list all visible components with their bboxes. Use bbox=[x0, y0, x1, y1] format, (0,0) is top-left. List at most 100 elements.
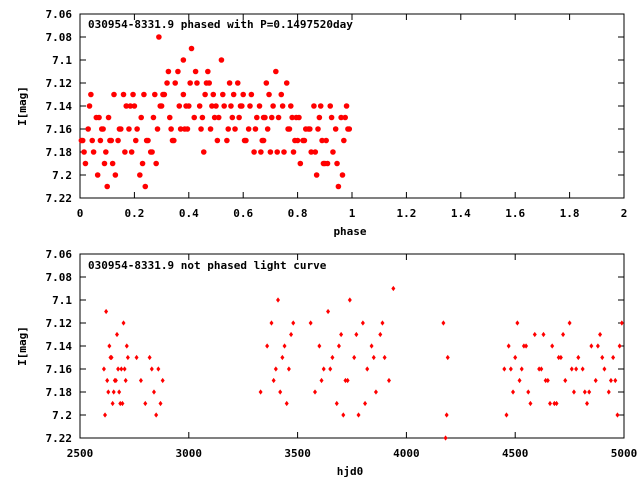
data-point bbox=[89, 137, 96, 144]
data-point bbox=[104, 183, 110, 190]
data-point bbox=[521, 343, 526, 349]
data-point bbox=[569, 366, 574, 372]
data-point bbox=[343, 377, 348, 384]
data-point bbox=[160, 91, 166, 98]
data-point bbox=[258, 149, 264, 155]
data-point bbox=[205, 68, 211, 75]
data-point bbox=[330, 149, 336, 155]
y-tick-label: 7.14 bbox=[46, 100, 73, 113]
x-tick-label: 1.6 bbox=[505, 207, 525, 220]
data-point bbox=[241, 137, 248, 144]
data-point bbox=[382, 354, 387, 361]
data-point bbox=[100, 126, 106, 132]
data-point bbox=[373, 389, 378, 395]
data-point bbox=[347, 297, 352, 303]
data-point bbox=[245, 126, 252, 132]
data-point bbox=[109, 160, 116, 167]
data-point bbox=[186, 103, 192, 109]
data-point bbox=[188, 45, 195, 52]
data-point bbox=[585, 400, 590, 407]
data-point bbox=[265, 343, 270, 349]
x-tick-label: 2500 bbox=[67, 447, 94, 460]
data-point bbox=[328, 366, 333, 372]
data-point bbox=[550, 343, 555, 349]
data-point bbox=[122, 366, 127, 372]
x-tick-label: 4500 bbox=[502, 447, 529, 460]
data-point bbox=[108, 137, 115, 144]
data-point bbox=[615, 412, 620, 418]
data-point bbox=[528, 400, 533, 407]
data-point bbox=[278, 389, 283, 395]
data-point bbox=[307, 126, 313, 132]
data-point bbox=[154, 412, 159, 418]
data-point bbox=[339, 331, 344, 338]
data-point bbox=[332, 126, 339, 132]
data-point bbox=[86, 103, 93, 109]
data-point bbox=[226, 80, 233, 86]
x-tick-label: 1 bbox=[349, 207, 356, 220]
data-point bbox=[391, 285, 396, 292]
data-points bbox=[78, 34, 353, 190]
data-point bbox=[320, 160, 327, 167]
data-point bbox=[109, 354, 114, 361]
data-point bbox=[543, 377, 548, 384]
data-point bbox=[111, 91, 117, 98]
data-point bbox=[342, 114, 349, 121]
data-point bbox=[123, 103, 130, 109]
data-point bbox=[206, 80, 212, 86]
data-point bbox=[311, 103, 317, 109]
data-point bbox=[210, 91, 217, 98]
data-point bbox=[134, 126, 140, 132]
data-point bbox=[280, 354, 285, 361]
y-tick-label: 7.12 bbox=[46, 77, 73, 90]
data-point bbox=[363, 400, 368, 407]
data-point bbox=[220, 91, 226, 98]
data-point bbox=[341, 412, 346, 418]
data-point bbox=[334, 160, 340, 167]
data-point bbox=[321, 366, 326, 372]
data-point bbox=[273, 366, 278, 372]
data-point bbox=[198, 126, 204, 132]
data-point bbox=[297, 160, 304, 167]
data-point bbox=[504, 412, 509, 418]
data-point bbox=[156, 366, 161, 372]
data-point bbox=[138, 377, 143, 384]
data-point bbox=[105, 377, 110, 384]
data-point bbox=[127, 103, 134, 109]
x-tick-label: 1.4 bbox=[451, 207, 471, 220]
data-point bbox=[356, 412, 361, 418]
data-point bbox=[202, 91, 208, 98]
data-point bbox=[85, 126, 91, 132]
data-point bbox=[513, 354, 518, 361]
y-tick-label: 7.16 bbox=[46, 363, 73, 376]
data-point bbox=[123, 377, 128, 384]
plot-frame bbox=[79, 253, 625, 439]
data-point bbox=[281, 149, 287, 155]
y-tick-label: 7.22 bbox=[46, 432, 73, 445]
data-point bbox=[317, 103, 324, 109]
data-point bbox=[156, 34, 162, 40]
axis-ticks: 0 0.2 0.4 0.6 0.8 1 1.2 1.4 1.6 1.8 2 7.06 7.08 7.1 7.… bbox=[46, 8, 628, 220]
data-point bbox=[172, 80, 178, 86]
data-point bbox=[617, 343, 622, 349]
data-point bbox=[524, 343, 529, 349]
data-point bbox=[539, 366, 544, 372]
data-point bbox=[319, 377, 324, 384]
data-point bbox=[224, 137, 230, 144]
data-point bbox=[598, 331, 603, 338]
data-point bbox=[313, 172, 320, 178]
data-point bbox=[276, 297, 281, 303]
y-tick-label: 7.06 bbox=[46, 248, 73, 261]
data-point bbox=[537, 366, 542, 372]
data-point bbox=[229, 114, 236, 121]
data-point bbox=[515, 320, 520, 326]
data-point bbox=[319, 137, 325, 144]
data-point bbox=[563, 377, 568, 384]
data-point bbox=[200, 149, 207, 155]
data-point bbox=[273, 68, 279, 75]
data-point bbox=[600, 354, 605, 361]
x-axis-label: hjd0 bbox=[337, 465, 364, 478]
x-tick-label: 4000 bbox=[393, 447, 420, 460]
data-point bbox=[196, 103, 203, 109]
data-point bbox=[97, 137, 104, 144]
